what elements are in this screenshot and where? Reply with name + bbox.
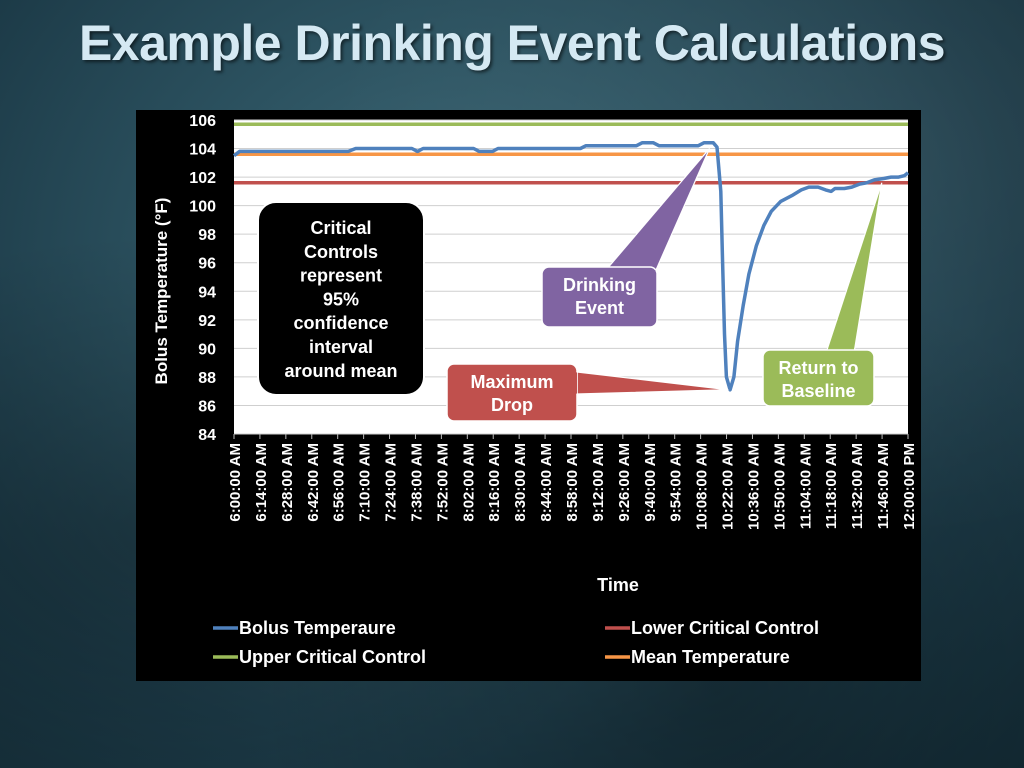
y-tick-label: 106 <box>189 113 216 130</box>
x-tick-label: 10:08:00 AM <box>694 443 711 530</box>
x-tick-label: 7:10:00 AM <box>357 443 374 522</box>
slide-title: Example Drinking Event Calculations <box>78 15 946 71</box>
callout-baseline: Return to Baseline <box>762 182 883 407</box>
x-tick-label: 8:58:00 AM <box>564 443 581 522</box>
x-tick-label: 6:42:00 AM <box>305 443 322 522</box>
callout-drinking-text: Event <box>575 298 624 318</box>
x-tick-label: 12:00:00 PM <box>901 443 918 530</box>
series-line-bolus-temperaure <box>232 141 910 392</box>
callout-drop-joint <box>566 372 577 394</box>
legend-item: Lower Critical Control <box>605 618 819 638</box>
legend-label: Mean Temperature <box>631 647 790 667</box>
callout-drop: Maximum Drop <box>446 363 729 422</box>
y-tick-label: 92 <box>198 313 216 330</box>
y-tick-label: 88 <box>198 370 216 387</box>
callout-drinking-box <box>541 266 658 328</box>
y-tick-label: 100 <box>189 199 216 216</box>
critical-controls-note-text: Controls <box>304 242 378 262</box>
y-tick-label: 96 <box>198 256 216 273</box>
callout-baseline-text: Return to <box>779 358 859 378</box>
critical-controls-note-text: 95% <box>323 289 359 309</box>
callout-baseline-text: Baseline <box>781 381 855 401</box>
x-tick-label: 11:18:00 AM <box>823 443 840 529</box>
x-tick-label: 8:02:00 AM <box>460 443 477 522</box>
critical-controls-note-box <box>257 201 425 396</box>
x-tick-label: 9:40:00 AM <box>642 443 659 522</box>
critical-controls-note-text: Critical <box>310 218 371 238</box>
x-tick-label: 8:16:00 AM <box>486 443 503 522</box>
x-tick-label: 11:46:00 AM <box>875 443 892 529</box>
x-tick-label: 10:50:00 AM <box>771 443 788 530</box>
x-tick-label: 6:00:00 AM <box>227 443 244 522</box>
bolus-temperature-chart: 84 86 88 90 92 94 96 98 100 102 104 106 6:00:00 AM 6:… <box>152 113 918 667</box>
legend-label: Upper Critical Control <box>239 647 426 667</box>
x-tick-label: 11:04:00 AM <box>797 443 814 529</box>
x-tick-label: 7:52:00 AM <box>434 443 451 522</box>
x-tick-label: 6:14:00 AM <box>253 443 270 522</box>
x-tick-label: 7:24:00 AM <box>383 443 400 522</box>
legend-item: Upper Critical Control <box>213 647 426 667</box>
critical-controls-note-text: confidence <box>293 313 388 333</box>
y-tick-label: 102 <box>189 170 216 187</box>
legend-label: Bolus Temperaure <box>239 618 396 638</box>
y-tick-label: 86 <box>198 398 216 415</box>
critical-controls-note: Critical Controls represent 95% confidence in… <box>257 201 425 396</box>
x-tick-label: 8:44:00 AM <box>538 443 555 522</box>
chart-panel: 84 86 88 90 92 94 96 98 100 102 104 106 6:00:00 AM 6:… <box>136 110 921 681</box>
callout-drinking: Drinking Event <box>541 148 711 328</box>
y-tick-label: 94 <box>198 284 216 301</box>
callout-drinking-joint <box>606 270 656 280</box>
y-tick-label: 84 <box>198 427 216 444</box>
x-tick-label: 9:26:00 AM <box>616 443 633 522</box>
callout-baseline-joint <box>826 353 854 363</box>
legend-item: Mean Temperature <box>605 647 790 667</box>
x-tick-label: 10:22:00 AM <box>720 443 737 530</box>
y-axis-title: Bolus Temperature (°F) <box>152 198 171 385</box>
x-tick-label: 9:12:00 AM <box>590 443 607 522</box>
y-tick-label: 98 <box>198 227 216 244</box>
x-tick-label: 9:54:00 AM <box>668 443 685 522</box>
x-tick-label: 6:56:00 AM <box>331 443 348 522</box>
legend-item: Bolus Temperaure <box>213 618 396 638</box>
critical-controls-note-text: interval <box>309 337 373 357</box>
y-tick-label: 90 <box>198 341 216 358</box>
critical-controls-note-text: represent <box>300 266 382 286</box>
x-tick-label: 10:36:00 AM <box>745 443 762 530</box>
callout-drop-text: Drop <box>491 395 533 415</box>
x-tick-label: 7:38:00 AM <box>408 443 425 522</box>
x-tick-label: 8:30:00 AM <box>512 443 529 522</box>
x-axis-title: Time <box>597 575 639 595</box>
x-tick-label: 11:32:00 AM <box>849 443 866 529</box>
callout-drinking-text: Drinking <box>563 275 636 295</box>
legend-label: Lower Critical Control <box>631 618 819 638</box>
callout-drop-text: Maximum <box>470 372 553 392</box>
critical-controls-note-text: around mean <box>284 361 397 381</box>
y-tick-label: 104 <box>189 142 216 159</box>
callout-baseline-box <box>762 349 875 407</box>
x-tick-label: 6:28:00 AM <box>279 443 296 522</box>
